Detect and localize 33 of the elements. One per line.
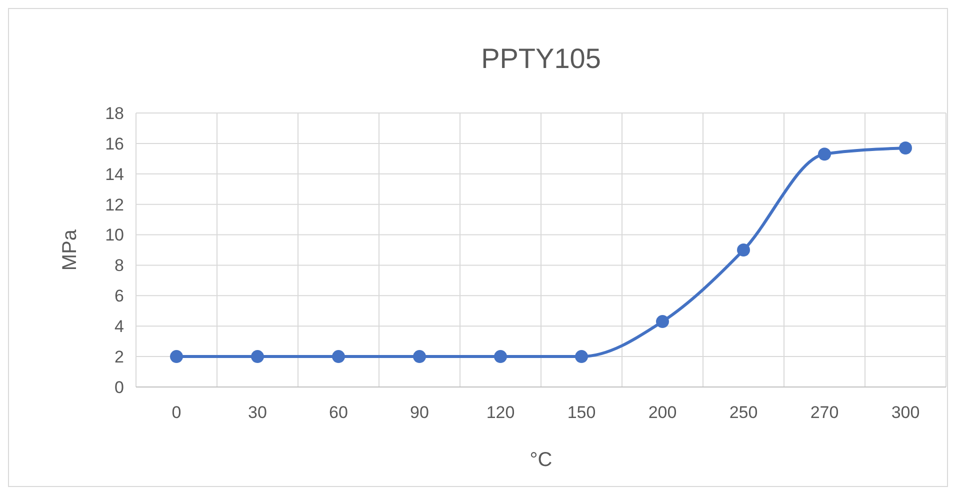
point <box>494 350 507 364</box>
y-axis-title: MPa <box>59 228 81 271</box>
y-tick-label: 10 <box>105 226 124 245</box>
point <box>818 148 831 161</box>
x-tick-label: 30 <box>248 403 267 422</box>
y-tick-label: 4 <box>114 317 124 336</box>
point <box>170 350 183 364</box>
y-tick-label: 12 <box>105 195 124 214</box>
x-tick-label: 300 <box>891 403 920 422</box>
x-axis-title: °C <box>530 449 552 471</box>
x-tick-label: 250 <box>729 403 758 422</box>
x-tick-label: 270 <box>810 403 839 422</box>
x-tick-label: 200 <box>648 403 677 422</box>
y-tick-label: 0 <box>114 378 124 397</box>
y-tick-label: 6 <box>114 286 124 306</box>
x-tick-label: 150 <box>567 403 596 422</box>
point <box>656 315 669 328</box>
x-tick-label: 120 <box>486 403 515 422</box>
x-tick-label: 60 <box>329 403 348 422</box>
chart-title: PPTY105 <box>481 43 601 74</box>
y-tick-label: 18 <box>105 104 124 123</box>
point <box>413 350 426 364</box>
point <box>575 350 588 364</box>
point <box>332 350 345 364</box>
x-tick-label: 90 <box>410 403 429 422</box>
point <box>899 142 912 155</box>
y-tick-label: 8 <box>114 256 124 276</box>
point <box>737 244 750 256</box>
y-tick-label: 2 <box>114 348 124 367</box>
x-tick-label: 0 <box>172 403 182 422</box>
point <box>251 350 264 364</box>
y-tick-label: 14 <box>105 164 124 184</box>
y-tick-label: 16 <box>105 134 124 154</box>
